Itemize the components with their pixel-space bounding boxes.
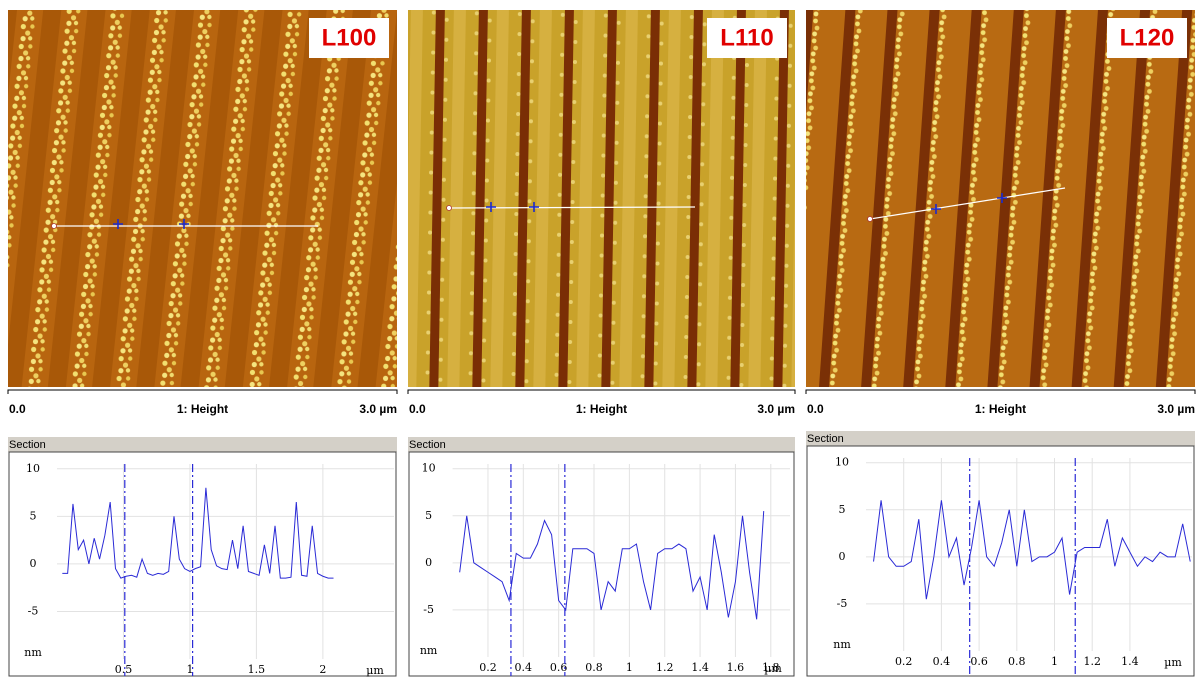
panel-label: L110 [720, 24, 773, 51]
x-tick-label: 0.2 [895, 655, 913, 668]
scale-end: 3.0 µm [757, 402, 795, 416]
x-tick-label: 0.8 [585, 661, 603, 674]
x-tick-label: 1.5 [248, 663, 266, 676]
section-start [446, 205, 452, 211]
y-tick-label: 5 [425, 509, 432, 522]
x-tick-label: 0.4 [515, 661, 533, 674]
x-tick-label: 2 [319, 663, 326, 676]
x-tick-label: 1.2 [1083, 655, 1101, 668]
section-start [51, 223, 57, 229]
section-line [869, 187, 1066, 220]
afm-image [8, 10, 397, 387]
y-tick-label: -5 [423, 603, 434, 616]
channel: 1: Height [177, 402, 228, 416]
section-line [448, 206, 696, 209]
x-tick-label: 0.6 [970, 655, 988, 668]
scale-end: 3.0 µm [359, 402, 397, 416]
x-tick-label: 1 [186, 663, 193, 676]
x-tick-label: 1.2 [656, 661, 674, 674]
panel-label: L100 [322, 24, 377, 51]
x-tick-label: 0.2 [479, 661, 497, 674]
panel-label: L120 [1120, 24, 1175, 51]
cursor-cross [931, 204, 941, 214]
y-axis-unit: nm [833, 638, 851, 651]
cursor-cross [113, 219, 123, 229]
section-plot: Section -5 0 5 10 0.2 0.4 0.6 0.8 1 1.2 1.4 nm µm [806, 431, 1195, 677]
afm-images: L100 0.0 1: Height 3.0 µm L110 0.0 1: Height 3.… [7, 10, 1196, 416]
section-start [867, 216, 873, 222]
section-title: Section [409, 439, 446, 451]
y-tick-label: 0 [839, 550, 846, 563]
x-tick-label: 1 [626, 661, 633, 674]
scale-bar [7, 389, 398, 394]
afm-image [408, 10, 795, 387]
label-box [309, 18, 389, 58]
profile-line [62, 487, 334, 579]
y-axis-unit: nm [420, 644, 438, 657]
x-tick-label: 0.5 [115, 663, 133, 676]
x-axis-unit: µm [366, 664, 384, 677]
profile-line [459, 511, 765, 620]
x-tick-label: 0.4 [933, 655, 951, 668]
scale-start: 0.0 [9, 402, 26, 416]
x-tick-label: 1.4 [1121, 655, 1139, 668]
x-tick-label: 0.6 [550, 661, 568, 674]
section-title: Section [9, 439, 46, 451]
y-axis-unit: nm [24, 646, 42, 659]
cursor-cross [997, 193, 1007, 203]
y-tick-label: 10 [26, 462, 40, 475]
channel: 1: Height [975, 402, 1026, 416]
header-bar [408, 437, 795, 452]
y-tick-label: 0 [425, 556, 432, 569]
header-bar [8, 437, 397, 452]
scale-bar [407, 389, 796, 394]
x-tick-label: 1.4 [691, 661, 709, 674]
y-tick-label: 5 [839, 503, 846, 516]
y-tick-label: -5 [837, 597, 848, 610]
y-tick-label: -5 [28, 604, 39, 617]
scale-end: 3.0 µm [1157, 402, 1195, 416]
plot-frame [408, 451, 795, 677]
x-axis-unit: µm [1164, 656, 1182, 669]
x-tick-label: 1.6 [727, 661, 745, 674]
x-tick-label: 1 [1051, 655, 1058, 668]
profile-line [873, 500, 1191, 600]
cursor-cross [529, 202, 539, 212]
plot-frame [806, 445, 1195, 677]
y-tick-label: 10 [422, 462, 436, 475]
header-bar [806, 431, 1195, 446]
cursor-cross [486, 202, 496, 212]
cursor-cross [179, 219, 189, 229]
scale-bar [805, 389, 1196, 394]
scale-start: 0.0 [409, 402, 426, 416]
channel: 1: Height [576, 402, 627, 416]
label-box [707, 18, 787, 58]
y-tick-label: 5 [30, 509, 37, 522]
scale-start: 0.0 [807, 402, 824, 416]
y-tick-label: 10 [835, 456, 849, 469]
section-title: Section [807, 433, 844, 445]
label-box [1107, 18, 1187, 58]
x-tick-label: 1.8 [762, 661, 780, 674]
x-axis-unit: µm [764, 662, 782, 675]
section-plot: Section -5 0 5 10 0.2 0.4 0.6 0.8 1 1.2 1.4 1.6 1.8 nm… [408, 437, 795, 677]
section-plot: Section -5 0 5 10 0.5 1 1.5 2 nm µm [8, 437, 397, 677]
y-tick-label: 0 [30, 557, 37, 570]
x-tick-label: 0.8 [1008, 655, 1026, 668]
